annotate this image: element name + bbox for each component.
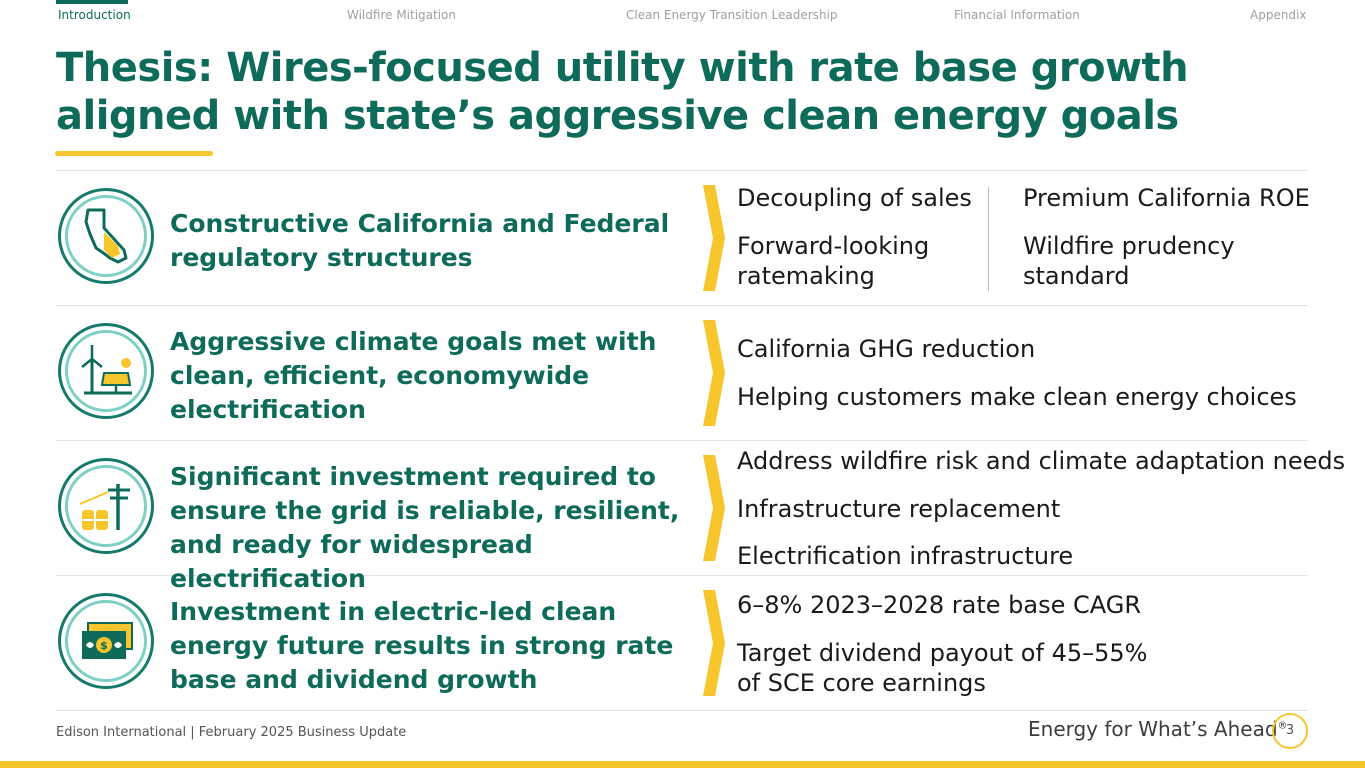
- svg-text:$: $: [100, 639, 108, 652]
- thesis-row-regulatory: Constructive California and Federal regu…: [56, 171, 1310, 305]
- point-item: 6–8% 2023–2028 rate base CAGR: [737, 591, 1142, 619]
- divider: [56, 305, 1308, 306]
- wind-solar-icon: [58, 323, 154, 419]
- point-item: Wildfire prudency standard: [1023, 232, 1235, 290]
- nav-introduction[interactable]: Introduction: [58, 8, 131, 22]
- nav-clean-energy[interactable]: Clean Energy Transition Leadership: [626, 8, 838, 22]
- nav-financial-information[interactable]: Financial Information: [954, 8, 1080, 22]
- row-heading: Constructive California and Federal regu…: [170, 209, 670, 272]
- footer-caption: Edison International | February 2025 Bus…: [56, 725, 407, 740]
- divider: [56, 710, 1308, 711]
- nav-active-indicator: [56, 0, 128, 4]
- point-item: Decoupling of sales: [737, 184, 972, 212]
- divider: [56, 575, 1308, 576]
- thesis-row-rate-base: $ Investment in electric-led clean energ…: [56, 576, 1308, 710]
- nav-wildfire-mitigation[interactable]: Wildfire Mitigation: [347, 8, 456, 22]
- thesis-row-climate: Aggressive climate goals met with clean,…: [56, 306, 1308, 440]
- california-map-icon: [58, 188, 154, 284]
- thesis-row-grid-investment: Significant investment required to ensur…: [56, 441, 1345, 593]
- grid-infrastructure-icon: [58, 458, 154, 554]
- money-icon: $: [58, 593, 154, 689]
- chevron-right-icon: [703, 185, 725, 291]
- point-item: Electrification infrastructure: [737, 542, 1074, 570]
- footer-tagline: Energy for What’s Ahead®: [1028, 717, 1288, 741]
- point-item: Address wildfire risk and climate adapta…: [737, 447, 1346, 475]
- point-item: Infrastructure replacement: [737, 495, 1061, 523]
- bottom-accent-bar: [0, 761, 1365, 768]
- column-separator: [988, 187, 989, 291]
- point-item: Premium California ROE: [1023, 184, 1310, 212]
- divider: [56, 440, 1308, 441]
- divider: [56, 170, 1308, 171]
- point-item: Forward-looking ratemaking: [737, 232, 930, 290]
- tagline-text: Energy for What’s Ahead: [1028, 717, 1278, 741]
- point-item: California GHG reduction: [737, 335, 1036, 363]
- nav-appendix[interactable]: Appendix: [1250, 8, 1307, 22]
- page-number: 3: [1272, 713, 1308, 749]
- chevron-right-icon: [703, 455, 725, 561]
- row-heading: Investment in electric-led clean energy …: [170, 597, 674, 694]
- point-item: Helping customers make clean energy choi…: [737, 383, 1297, 411]
- chevron-right-icon: [703, 320, 725, 426]
- chevron-right-icon: [703, 590, 725, 696]
- page-title: Thesis: Wires-focused utility with rate …: [56, 45, 1189, 139]
- row-heading: Aggressive climate goals met with clean,…: [170, 327, 657, 424]
- top-navigation: Introduction Wildfire Mitigation Clean E…: [0, 0, 1365, 30]
- title-underline: [55, 151, 213, 156]
- row-heading: Significant investment required to ensur…: [170, 462, 680, 593]
- point-item: Target dividend payout of 45–55% of SCE …: [737, 639, 1148, 697]
